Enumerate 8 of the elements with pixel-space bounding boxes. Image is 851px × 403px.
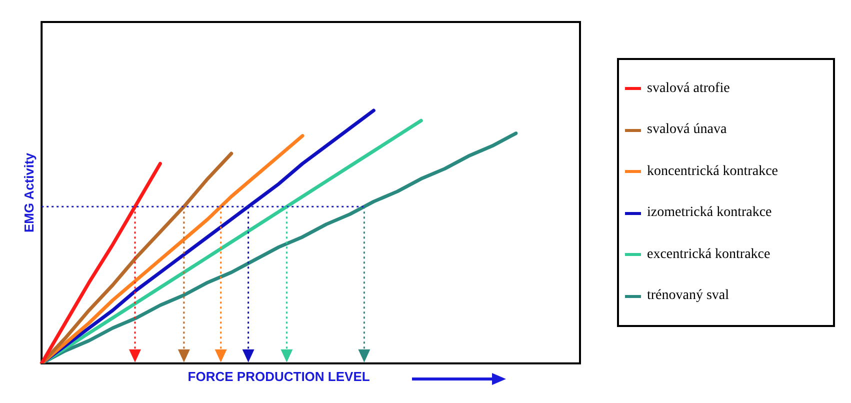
y-axis-title: EMG Activity: [21, 152, 36, 233]
legend-label: koncentrická kontrakce: [647, 164, 778, 180]
legend-label: trénovaný sval: [647, 288, 730, 304]
x-axis-title: FORCE PRODUCTION LEVEL: [188, 368, 370, 384]
legend-label: izometrická kontrakce: [647, 205, 772, 222]
legend-label: svalová atrofie: [647, 80, 730, 97]
legend-label: excentrická kontrakce: [647, 246, 770, 263]
legend-label: svalová únava: [647, 122, 727, 138]
